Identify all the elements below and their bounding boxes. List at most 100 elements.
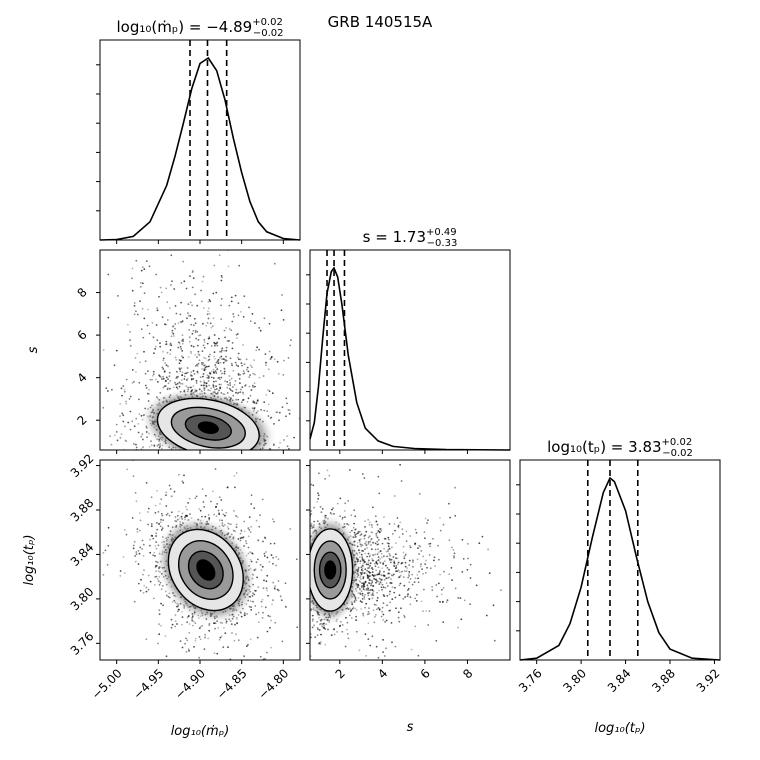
sample-point xyxy=(274,479,276,481)
sample-point xyxy=(124,439,127,442)
sample-point xyxy=(182,481,185,484)
sample-point xyxy=(273,520,275,523)
sample-point xyxy=(142,573,144,576)
sample-point xyxy=(181,480,184,483)
sample-point xyxy=(237,457,239,459)
sample-point xyxy=(220,635,223,638)
sample-point xyxy=(147,588,150,591)
sample-point xyxy=(260,471,262,473)
sample-point xyxy=(123,388,126,391)
sample-point xyxy=(207,514,210,516)
sample-point xyxy=(187,356,190,358)
sample-point xyxy=(266,556,269,559)
sample-point xyxy=(192,453,194,455)
sample-point xyxy=(236,622,239,625)
sample-point xyxy=(301,566,303,568)
sample-point xyxy=(179,640,182,642)
sample-point xyxy=(202,275,205,278)
sample-point xyxy=(181,342,184,345)
sample-point xyxy=(220,298,223,300)
sample-point xyxy=(180,359,182,362)
sample-point xyxy=(159,375,161,378)
sample-point xyxy=(219,636,222,639)
sample-point xyxy=(358,539,361,542)
sample-point xyxy=(206,322,209,324)
sample-point xyxy=(249,364,252,367)
sample-point xyxy=(257,611,260,614)
sample-point xyxy=(188,631,191,634)
sample-point xyxy=(212,380,215,383)
sample-point xyxy=(230,233,232,235)
sample-point xyxy=(360,573,363,576)
sample-point xyxy=(222,646,225,649)
sample-point xyxy=(229,672,231,674)
sample-point xyxy=(160,529,163,531)
sample-point xyxy=(215,515,218,517)
sample-point xyxy=(147,392,149,395)
sample-point xyxy=(267,614,270,617)
sample-point xyxy=(242,370,245,372)
sample-point xyxy=(132,232,134,234)
sample-point xyxy=(220,279,223,282)
sample-point xyxy=(364,568,367,571)
sample-point xyxy=(214,344,216,347)
sample-point xyxy=(202,364,205,367)
sample-point xyxy=(203,506,206,508)
sample-point xyxy=(102,406,105,409)
sample-point xyxy=(33,252,35,254)
sample-point xyxy=(347,500,349,502)
sample-point xyxy=(214,370,217,373)
sample-point xyxy=(129,331,132,333)
sample-point xyxy=(339,497,342,500)
sample-point xyxy=(302,693,304,695)
sample-point xyxy=(408,544,411,547)
sample-point xyxy=(280,309,283,312)
sample-point xyxy=(197,350,200,353)
sample-point xyxy=(175,383,177,386)
sample-point xyxy=(275,564,277,567)
sample-point xyxy=(169,387,171,390)
sample-point xyxy=(141,548,143,550)
sample-point xyxy=(230,296,233,299)
sample-point xyxy=(150,525,153,528)
sample-point xyxy=(308,496,310,498)
sample-point xyxy=(322,434,324,436)
sample-point xyxy=(188,623,191,625)
sample-point xyxy=(262,611,264,614)
sample-point xyxy=(245,542,248,545)
sample-point xyxy=(203,357,206,359)
contour-level-1 xyxy=(196,559,216,581)
sample-point xyxy=(190,374,192,377)
sample-point xyxy=(221,276,224,279)
sample-point xyxy=(143,292,146,295)
sample-point xyxy=(156,309,159,312)
sample-point xyxy=(219,483,221,485)
sample-point xyxy=(270,356,273,358)
sample-point xyxy=(242,393,245,395)
sample-point xyxy=(418,544,421,547)
sample-point xyxy=(151,535,154,537)
sample-point xyxy=(192,269,194,272)
sample-point xyxy=(223,329,226,332)
sample-point xyxy=(171,329,174,332)
sample-point xyxy=(272,562,274,565)
sample-point xyxy=(221,358,223,360)
x-tick-label: 3.92 xyxy=(694,666,723,695)
sample-point xyxy=(167,365,169,368)
sample-point xyxy=(200,362,203,364)
sample-point xyxy=(289,467,291,469)
sample-point xyxy=(361,558,364,560)
sample-point xyxy=(179,382,182,385)
sample-point xyxy=(198,461,200,463)
sample-point xyxy=(214,468,217,470)
sample-point xyxy=(160,624,162,627)
sample-point xyxy=(186,616,189,619)
sample-point xyxy=(116,439,119,442)
sample-point xyxy=(173,490,176,493)
sample-point xyxy=(212,292,215,295)
sample-point xyxy=(389,590,391,593)
sample-point xyxy=(164,362,167,364)
sample-point xyxy=(246,471,248,473)
sample-point xyxy=(238,456,240,458)
sample-point xyxy=(212,371,215,373)
